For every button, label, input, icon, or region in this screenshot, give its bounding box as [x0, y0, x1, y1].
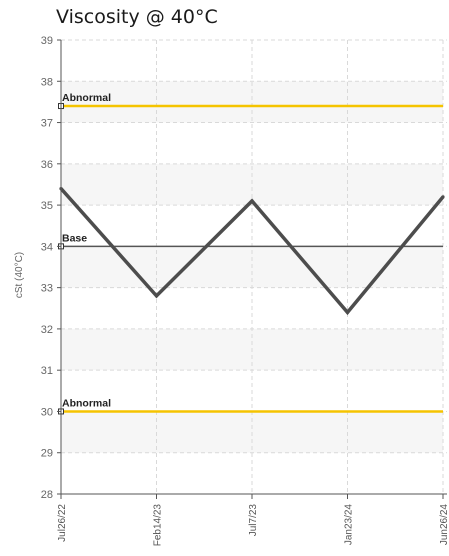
y-tick-label: 28	[41, 489, 53, 501]
reference-line-label: Base	[62, 232, 87, 244]
x-tick-label: Jul7/23	[248, 504, 259, 537]
y-tick-label: 34	[41, 241, 53, 253]
reference-lines: Abnormal Base Abnormal	[58, 92, 443, 415]
x-tick-label: Jun26/24	[439, 504, 449, 546]
x-tick-label: Feb14/23	[153, 504, 164, 547]
y-tick-label: 29	[41, 448, 53, 460]
y-tick-label: 30	[41, 406, 53, 418]
data-point	[441, 195, 445, 199]
y-tick-label: 35	[41, 200, 53, 212]
y-tick-label: 36	[41, 159, 53, 171]
x-tick-label: Jan23/24	[344, 504, 355, 546]
y-axis-label: cSt (40°C)	[14, 252, 25, 298]
background-bands	[61, 81, 443, 453]
axes: 28 29 30 31 32 33 34 35 36 37 38 39 Jul26/22 Feb14/23…	[41, 35, 449, 546]
data-point	[154, 294, 159, 298]
x-tick-label: Jul26/22	[57, 504, 68, 542]
y-tick-label: 33	[41, 283, 53, 295]
grid-band	[61, 81, 443, 123]
y-tick-label: 38	[41, 76, 53, 88]
reference-line-label: Abnormal	[62, 397, 111, 409]
y-tick-label: 31	[41, 365, 53, 377]
y-tick-label: 37	[41, 118, 53, 130]
y-tick-label: 32	[41, 324, 53, 336]
series	[59, 186, 445, 316]
data-point	[250, 199, 254, 203]
chart-title: Viscosity @ 40°C	[56, 6, 218, 28]
grid-band	[61, 163, 443, 206]
y-tick-label: 39	[41, 35, 53, 47]
reference-line-label: Abnormal	[62, 92, 111, 104]
data-point	[345, 310, 350, 314]
